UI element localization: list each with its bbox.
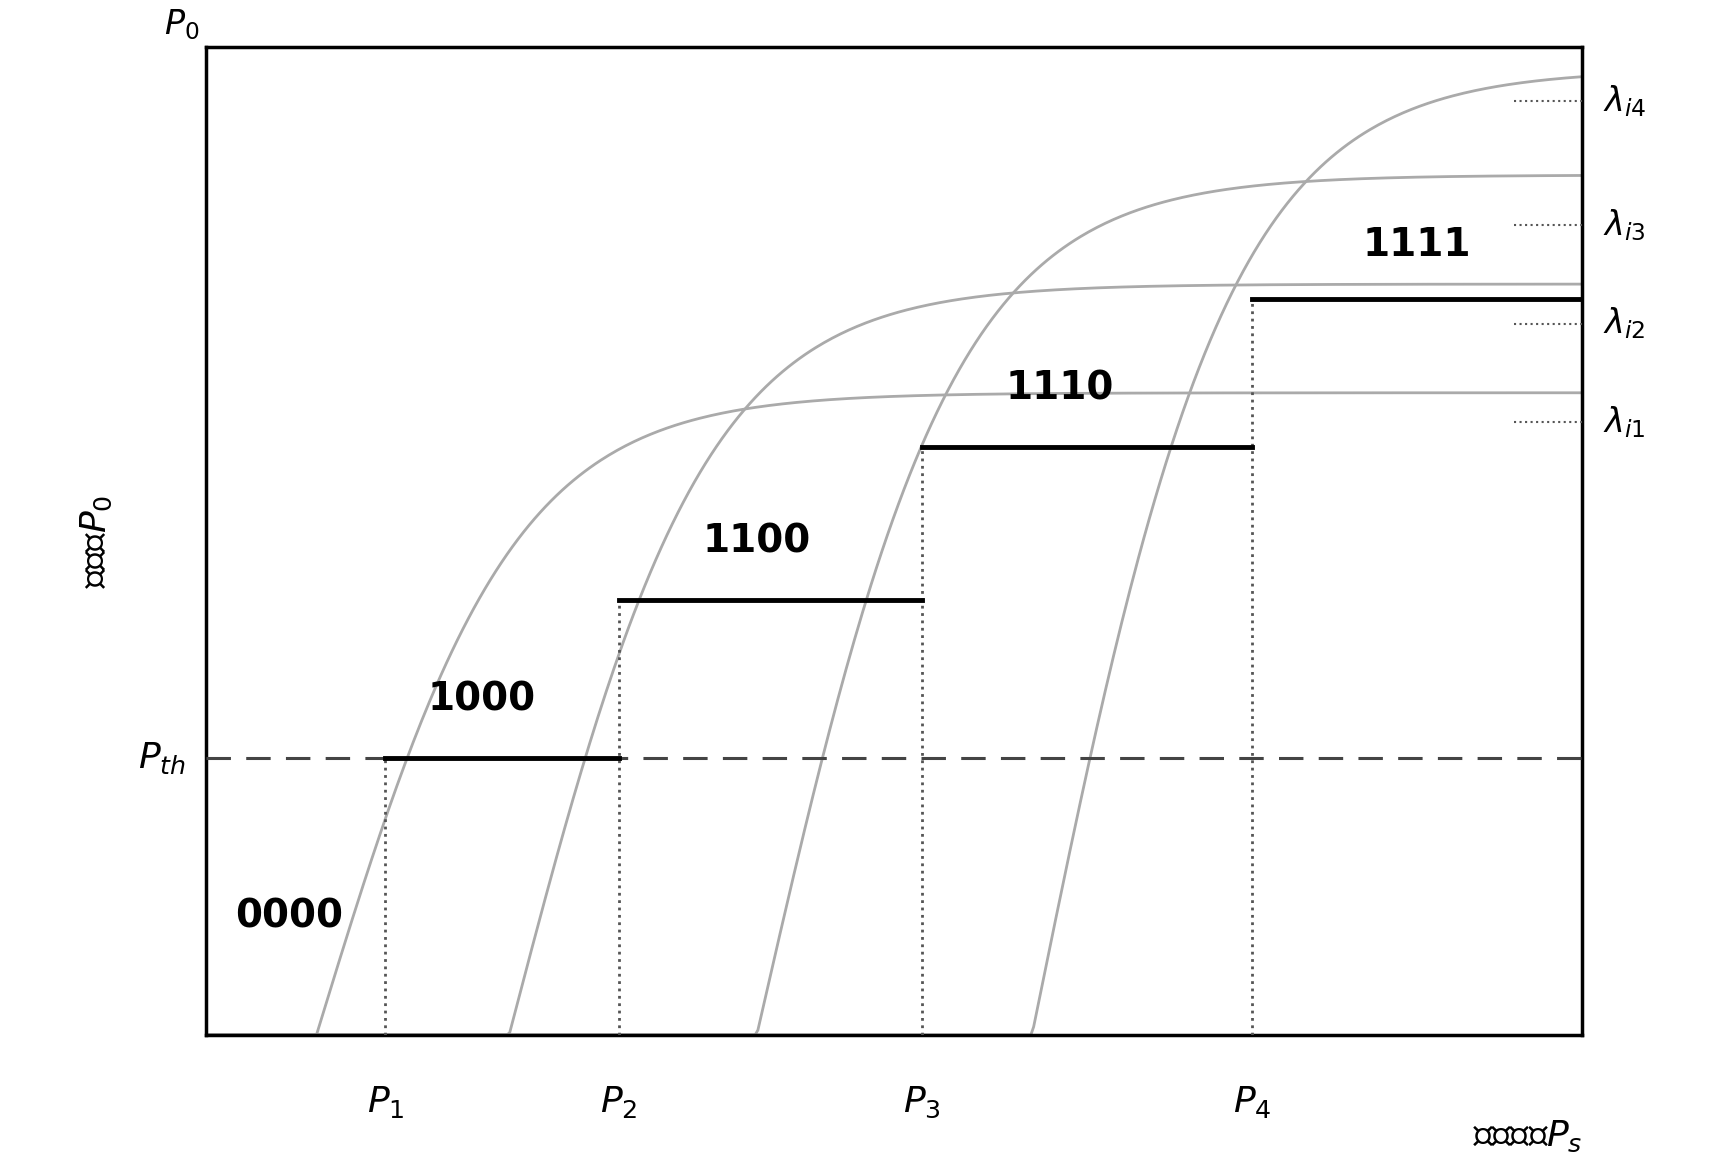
Text: $\lambda_{i2}$: $\lambda_{i2}$	[1603, 306, 1646, 341]
Text: 1100: 1100	[703, 522, 810, 561]
Text: 0000: 0000	[236, 897, 342, 935]
Text: 光功率$P_0$: 光功率$P_0$	[79, 494, 114, 588]
Text: 微波功率$P_s$: 微波功率$P_s$	[1472, 1118, 1582, 1154]
Text: $P_4$: $P_4$	[1233, 1084, 1271, 1121]
Text: $\lambda_{i3}$: $\lambda_{i3}$	[1603, 207, 1646, 242]
Text: $P_3$: $P_3$	[903, 1084, 941, 1120]
Text: $P_2$: $P_2$	[600, 1084, 638, 1121]
Text: $\lambda_{i4}$: $\lambda_{i4}$	[1603, 83, 1646, 119]
Text: $P_{th}$: $P_{th}$	[138, 740, 186, 776]
Text: 1000: 1000	[428, 681, 535, 719]
Text: 1110: 1110	[1004, 369, 1115, 408]
Text: $\lambda_{i1}$: $\lambda_{i1}$	[1603, 405, 1646, 440]
Text: $P_1$: $P_1$	[366, 1084, 404, 1121]
Text: $P_0$: $P_0$	[163, 7, 200, 42]
Text: 1111: 1111	[1362, 226, 1472, 265]
